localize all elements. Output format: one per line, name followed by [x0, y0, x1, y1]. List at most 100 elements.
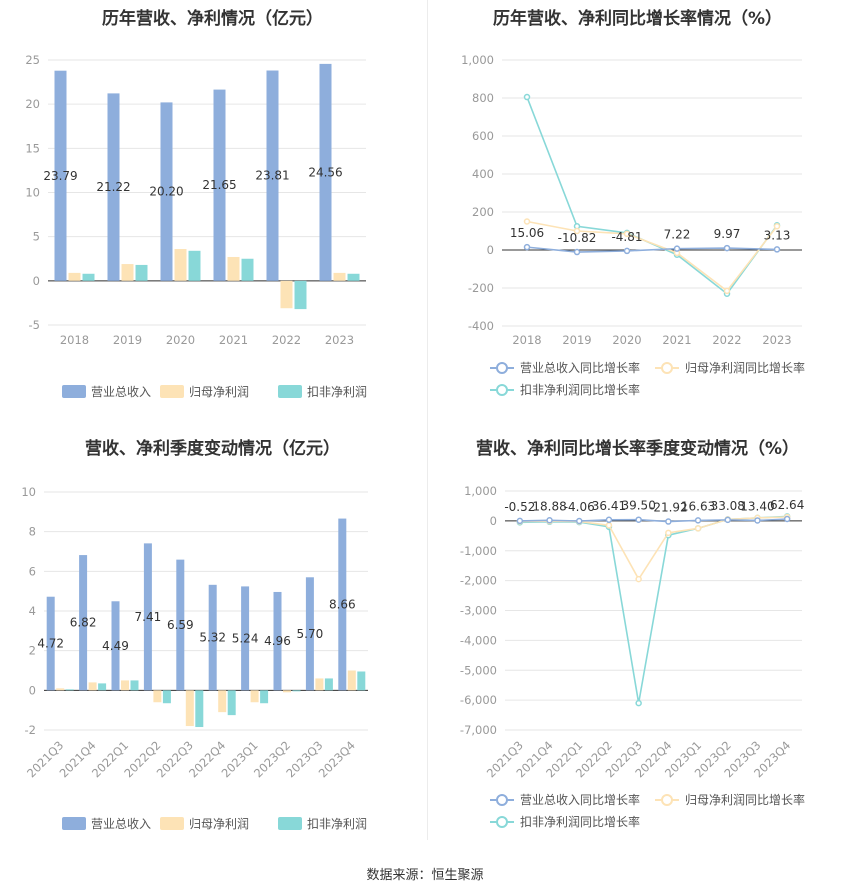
data-point [623, 247, 631, 255]
data-label: -21.92 [649, 501, 688, 515]
chart-title: 营收、净利季度变动情况（亿元） [85, 439, 340, 459]
annual-growth-panel: 历年营收、净利同比增长率情况（%） -400 -200 0 200 400 600 800 1… [425, 0, 850, 410]
data-label: 23.79 [43, 169, 77, 183]
bar [305, 577, 314, 691]
bar [98, 683, 107, 691]
x-tick-label: 2023Q4 [316, 738, 358, 780]
chart-title: 营收、净利同比增长率季度变动情况（%） [475, 439, 800, 459]
data-point [635, 516, 642, 523]
y-tick-label: 2 [29, 644, 36, 658]
data-label: 62.64 [770, 498, 804, 512]
bar [357, 671, 366, 691]
y-tick-label: 0 [487, 243, 494, 257]
bar [107, 93, 120, 281]
bar [273, 591, 282, 691]
series-line [526, 246, 778, 253]
data-point [723, 244, 731, 252]
legend-swatch [62, 385, 86, 398]
data-source: 数据来源：恒生聚源 [366, 868, 484, 883]
bar [208, 584, 217, 691]
y-tick-label: 10 [21, 485, 36, 499]
y-tick-label: 0 [33, 274, 40, 288]
legend-label: 归母净利润同比增长率 [685, 360, 805, 375]
series-line [526, 96, 778, 295]
bar [213, 89, 226, 281]
bar [195, 690, 204, 728]
bar [218, 690, 227, 713]
data-label: -4.81 [611, 230, 642, 244]
quarterly-revenue-profit-chart: -2 0 2 4 6 8 10 4.72 6.82 4.49 7.41 6.59 5.32 5.24 4.9… [21, 485, 368, 831]
legend-label: 扣非净利润同比增长率 [520, 814, 640, 829]
bar [347, 670, 356, 691]
data-label: -4.06 [564, 500, 595, 514]
data-label: -10.82 [558, 231, 597, 245]
legend-label: 扣非净利润 [307, 385, 367, 399]
y-tick-label: 200 [472, 205, 494, 219]
legend-swatch [62, 817, 86, 830]
bar [82, 273, 95, 281]
data-point [623, 230, 631, 238]
bar [160, 102, 173, 281]
bar [227, 256, 240, 281]
data-label: 20.20 [149, 185, 183, 199]
data-label: 4.96 [264, 634, 291, 648]
x-tick-label: 2018 [512, 333, 541, 347]
y-tick-label: 8 [29, 525, 36, 539]
series-line [519, 518, 788, 523]
quarterly-growth-chart: -7,000 -6,000 -5,000 -4,000 -3,000 -2,000 -1,0… [460, 484, 805, 829]
data-label: 6.59 [167, 618, 194, 632]
legend-swatch [160, 385, 184, 398]
chart-title: 历年营收、净利情况（亿元） [102, 9, 323, 29]
data-label: 3.13 [764, 228, 791, 242]
bar [68, 272, 81, 281]
x-tick-label: 2020 [166, 333, 195, 347]
bar [111, 601, 120, 691]
bar [280, 280, 293, 309]
data-label: 7.22 [664, 228, 691, 242]
data-point [773, 246, 781, 253]
quarterly-revenue-profit-panel: 营收、净利季度变动情况（亿元） -2 0 2 4 6 8 10 4.72 6.82 4.49 7.4… [0, 420, 425, 850]
data-point [783, 515, 791, 523]
data-point [546, 517, 553, 524]
y-tick-label: -200 [468, 281, 494, 295]
bar [135, 264, 148, 281]
data-label: 16.63 [681, 499, 715, 513]
legend-label: 营业总收入 [91, 385, 151, 399]
data-label: 5.32 [199, 631, 226, 645]
annual-growth-chart: -400 -200 0 200 400 600 800 1,000 15.06 -10.82 -4.… [461, 53, 805, 397]
bar [292, 690, 301, 692]
data-point [724, 516, 731, 524]
annual-revenue-profit-panel: 历年营收、净利情况（亿元） -5 0 5 10 15 20 25 23.79 21.22 20.2… [0, 0, 425, 410]
legend-marker [661, 362, 673, 374]
y-tick-label: 600 [472, 129, 494, 143]
y-tick-label: 6 [29, 564, 36, 578]
bar [185, 690, 194, 727]
y-tick-label: -2 [25, 723, 36, 737]
legend-label: 营业总收入同比增长率 [520, 360, 640, 375]
data-point [694, 517, 702, 524]
data-label: 8.66 [329, 597, 356, 611]
x-tick-label: 2021 [662, 333, 691, 347]
data-label: 33.08 [711, 499, 745, 513]
data-label: -0.52 [504, 500, 535, 514]
legend-label: 归母净利润 [189, 385, 249, 399]
y-tick-label: -3,000 [460, 604, 497, 618]
x-tick-label: 2021 [219, 333, 248, 347]
series-line [519, 516, 788, 581]
bar [227, 690, 236, 716]
legend-swatch [278, 817, 302, 830]
bar [130, 680, 139, 691]
bar [347, 273, 360, 281]
bar [121, 264, 134, 281]
data-label: 39.50 [621, 499, 655, 513]
data-label: 13.40 [740, 499, 774, 513]
x-tick-label: 2022 [712, 333, 741, 347]
data-point [576, 517, 583, 525]
y-tick-label: 20 [25, 97, 40, 111]
legend-swatch [278, 385, 302, 398]
data-label: 7.41 [135, 610, 162, 624]
data-point [523, 218, 531, 225]
annual-revenue-profit-chart: -5 0 5 10 15 20 25 23.79 21.22 20.20 21.65 23.81 24.… [25, 53, 367, 399]
x-tick-label: 2022 [272, 333, 301, 347]
legend-marker [496, 362, 508, 374]
